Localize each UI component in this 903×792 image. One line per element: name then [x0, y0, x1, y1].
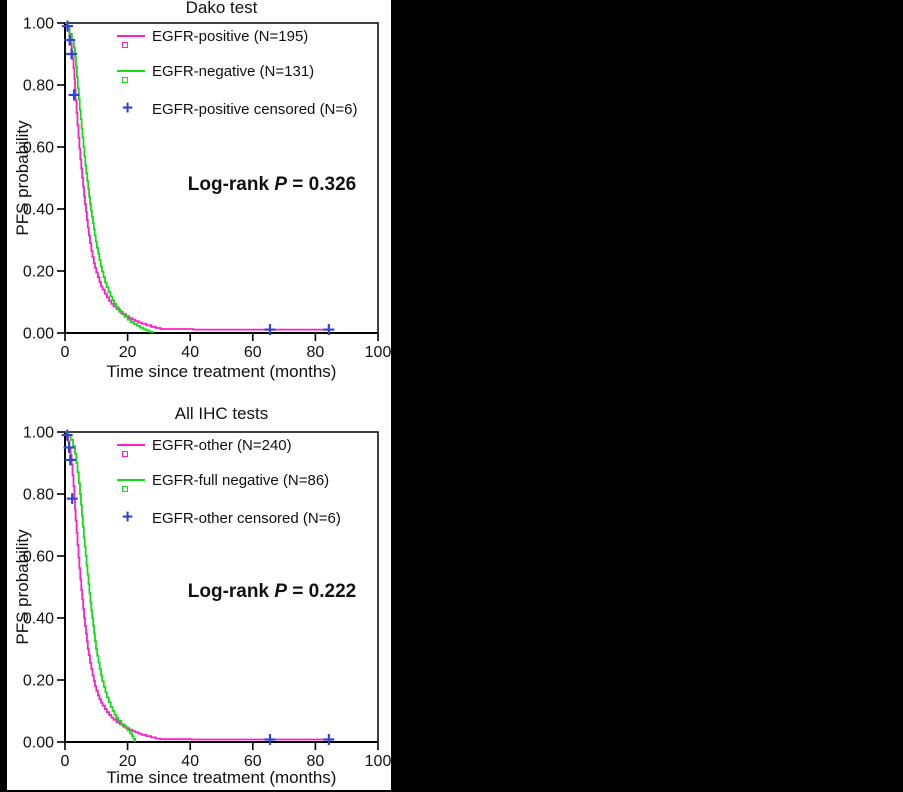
y-axis-label: PFS probability: [13, 529, 32, 645]
svg-text:100: 100: [365, 344, 391, 361]
legend-item-egfr-negative: EGFR-negative (N=131): [117, 61, 315, 83]
legend-label: EGFR-positive (N=195): [152, 27, 309, 45]
legend-line-swatch: [117, 70, 145, 72]
legend-line-swatch: [117, 479, 145, 481]
svg-text:60: 60: [244, 344, 262, 361]
legend-marker: [117, 435, 152, 457]
legend-item-egfr-positive-censored: + EGFR-positive censored (N=6): [117, 99, 358, 119]
svg-text:0: 0: [61, 344, 70, 361]
km-plot-svg-dako: 0.00 0.20 0.40 0.60 0.80 1.00 0 20 40 60 80 100: [23, 16, 391, 362]
legend-open-square-icon: [122, 486, 128, 492]
legend-marker: +: [117, 99, 152, 119]
logrank-value: = 0.326: [292, 174, 357, 195]
logrank-annotation: Log-rank P = 0.326: [152, 174, 392, 196]
svg-text:100: 100: [365, 753, 391, 770]
legend-plus-icon: +: [122, 98, 134, 119]
x-axis-label: Time since treatment (months): [106, 362, 337, 381]
svg-text:0.80: 0.80: [23, 78, 54, 95]
svg-text:20: 20: [119, 344, 137, 361]
svg-text:0.60: 0.60: [23, 549, 54, 566]
logrank-annotation: Log-rank P = 0.222: [152, 581, 392, 603]
x-axis-label: Time since treatment (months): [106, 768, 337, 787]
chart-title: Dako test: [185, 0, 258, 17]
svg-text:80: 80: [307, 344, 325, 361]
figure-panel: 0.00 0.20 0.40 0.60 0.80 1.00 0 20 40 60 80 100 Dak…: [7, 0, 391, 790]
legend-item-egfr-positive: EGFR-positive (N=195): [117, 26, 309, 48]
svg-text:60: 60: [244, 753, 262, 770]
logrank-value: = 0.222: [292, 581, 357, 602]
legend-marker: +: [117, 508, 152, 528]
chart-title: All IHC tests: [174, 404, 269, 423]
legend-plus-icon: +: [122, 507, 134, 528]
svg-text:1.00: 1.00: [23, 16, 54, 33]
legend-open-square-icon: [122, 42, 128, 48]
svg-text:80: 80: [307, 753, 325, 770]
chart-all-ihc-tests: 0.00 0.20 0.40 0.60 0.80 1.00 0 20 40 60 80 100 All…: [7, 397, 391, 790]
svg-text:0.60: 0.60: [23, 140, 54, 157]
legend-label: EGFR-full negative (N=86): [152, 471, 330, 489]
legend-item-egfr-other-censored: + EGFR-other censored (N=6): [117, 508, 341, 528]
legend-line-swatch: [117, 35, 145, 37]
svg-text:0.80: 0.80: [23, 487, 54, 504]
km-plot-svg-all-ihc: 0.00 0.20 0.40 0.60 0.80 1.00 0 20 40 60 80 100: [23, 425, 391, 771]
svg-text:0.40: 0.40: [23, 611, 54, 628]
svg-text:0.20: 0.20: [23, 264, 54, 281]
legend-label: EGFR-positive censored (N=6): [152, 100, 358, 118]
legend-line-swatch: [117, 444, 145, 446]
legend-label: EGFR-other censored (N=6): [152, 509, 341, 527]
svg-text:0.20: 0.20: [23, 673, 54, 690]
svg-text:20: 20: [119, 753, 137, 770]
logrank-prefix: Log-rank: [187, 581, 270, 602]
legend-open-square-icon: [122, 451, 128, 457]
logrank-p-symbol: P: [274, 174, 288, 195]
svg-text:0.00: 0.00: [23, 326, 54, 343]
y-axis-label: PFS probability: [13, 120, 32, 236]
svg-text:0.40: 0.40: [23, 202, 54, 219]
legend-marker: [117, 470, 152, 492]
chart-dako-test: 0.00 0.20 0.40 0.60 0.80 1.00 0 20 40 60 80 100 Dak…: [7, 0, 391, 397]
legend-item-egfr-full-negative: EGFR-full negative (N=86): [117, 470, 330, 492]
legend-label: EGFR-negative (N=131): [152, 62, 315, 80]
svg-text:40: 40: [181, 753, 199, 770]
svg-text:0.00: 0.00: [23, 735, 54, 752]
legend-marker: [117, 26, 152, 48]
svg-text:1.00: 1.00: [23, 425, 54, 442]
legend-label: EGFR-other (N=240): [152, 436, 292, 454]
svg-text:0: 0: [61, 753, 70, 770]
legend-item-egfr-other: EGFR-other (N=240): [117, 435, 292, 457]
logrank-p-symbol: P: [274, 581, 288, 602]
logrank-prefix: Log-rank: [187, 174, 270, 195]
svg-text:40: 40: [181, 344, 199, 361]
legend-marker: [117, 61, 152, 83]
legend-open-square-icon: [122, 77, 128, 83]
